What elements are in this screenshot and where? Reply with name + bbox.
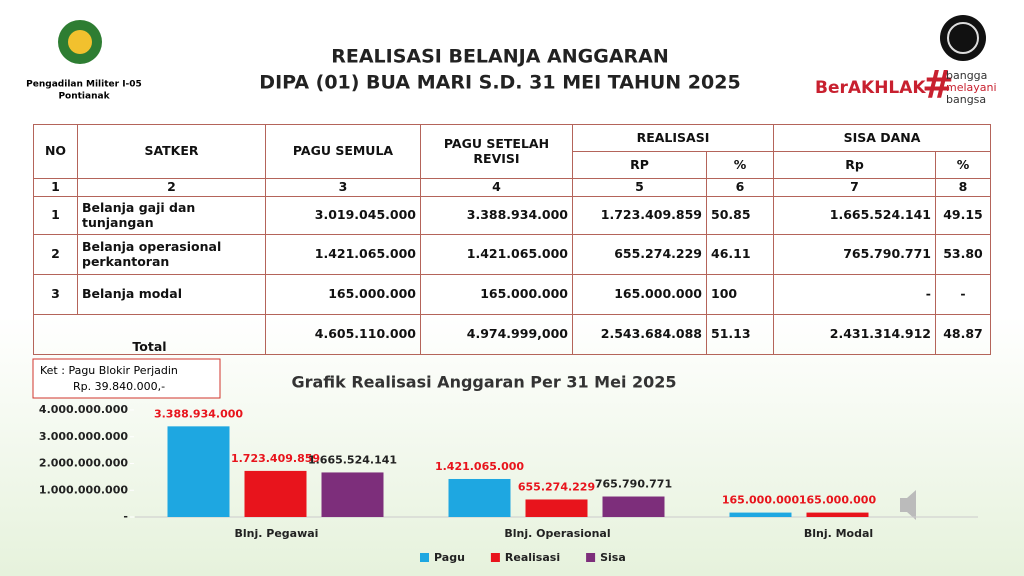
logo-right bbox=[940, 15, 986, 61]
header-cell: % bbox=[706, 151, 774, 179]
chart-title: Grafik Realisasi Anggaran Per 31 Mei 202… bbox=[291, 373, 676, 392]
bar bbox=[167, 426, 230, 517]
x-tick-label: Blnj. Pegawai bbox=[235, 527, 319, 540]
table-cell: - bbox=[935, 274, 991, 315]
table-cell: 1.421.065.000 bbox=[420, 234, 573, 275]
table-cell: 2 bbox=[33, 234, 78, 275]
y-tick-label: 3.000.000.000 bbox=[39, 430, 128, 443]
table-cell: Belanja modal bbox=[77, 274, 266, 315]
column-number: 8 bbox=[935, 178, 991, 197]
header-cell: RP bbox=[572, 151, 707, 179]
bar bbox=[729, 512, 792, 517]
note-box bbox=[32, 358, 221, 399]
table-cell: 165.000.000 bbox=[572, 274, 707, 315]
table-cell: 1.723.409.859 bbox=[572, 196, 707, 235]
legend-swatch bbox=[490, 553, 500, 562]
y-tick-label: 1.000.000.000 bbox=[39, 483, 128, 496]
note-text: Ket : Pagu Blokir Perjadin bbox=[40, 364, 178, 377]
total-label: Total bbox=[33, 314, 266, 355]
x-tick-label: Blnj. Modal bbox=[804, 527, 873, 540]
org-city: Pontianak bbox=[58, 92, 110, 102]
brand: BerAKHLAK bbox=[815, 78, 926, 98]
table-cell: 46.11 bbox=[706, 234, 774, 275]
column-number: 4 bbox=[420, 178, 573, 197]
y-tick-label: 2.000.000.000 bbox=[39, 457, 128, 470]
note-text: Rp. 39.840.000,- bbox=[73, 380, 165, 393]
total-cell: 48.87 bbox=[935, 314, 991, 355]
header-cell: NO bbox=[33, 124, 78, 179]
data-label: 765.790.771 bbox=[595, 478, 672, 491]
brand-hash: # bbox=[922, 63, 954, 107]
data-label: 655.274.229 bbox=[518, 480, 595, 493]
header-cell: REALISASI bbox=[572, 124, 774, 152]
data-label: 165.000.000 bbox=[799, 494, 877, 507]
speaker-icon bbox=[900, 490, 916, 520]
data-label: 165.000.000 bbox=[722, 494, 800, 507]
bar bbox=[602, 496, 665, 517]
org-name: Pengadilan Militer I-05 bbox=[26, 80, 142, 90]
header-cell: PAGU SEMULA bbox=[265, 124, 421, 179]
bar bbox=[525, 499, 588, 517]
brand-tag: melayani bbox=[946, 81, 997, 94]
total-cell: 51.13 bbox=[706, 314, 774, 355]
header-cell: Rp bbox=[773, 151, 936, 179]
total-cell: 4.605.110.000 bbox=[265, 314, 421, 355]
table-cell: 165.000.000 bbox=[420, 274, 573, 315]
bar bbox=[806, 512, 869, 517]
legend-swatch bbox=[420, 553, 429, 562]
x-tick-label: Blnj. Operasional bbox=[504, 527, 610, 540]
table-cell: 53.80 bbox=[935, 234, 991, 275]
table-cell: Belanja operasional perkantoran bbox=[77, 234, 266, 275]
column-number: 5 bbox=[572, 178, 707, 197]
data-label: 1.723.409.859 bbox=[231, 452, 320, 465]
table-cell: 50.85 bbox=[706, 196, 774, 235]
data-label: 3.388.934.000 bbox=[154, 407, 243, 420]
bar bbox=[448, 478, 511, 517]
bar bbox=[244, 470, 307, 517]
y-tick-label: 4.000.000.000 bbox=[39, 403, 128, 416]
logo-left-inner bbox=[68, 30, 92, 54]
table-cell: 3 bbox=[33, 274, 78, 315]
table-cell: Belanja gaji dan tunjangan bbox=[77, 196, 266, 235]
header-cell: SATKER bbox=[77, 124, 266, 179]
title-line-2: DIPA (01) BUA MARI S.D. 31 MEI TAHUN 202… bbox=[259, 72, 740, 94]
table-cell: 1.665.524.141 bbox=[773, 196, 936, 235]
total-cell: 2.543.684.088 bbox=[572, 314, 707, 355]
table-cell: 165.000.000 bbox=[265, 274, 421, 315]
y-tick-label: - bbox=[123, 510, 128, 523]
total-cell: 4.974.999,000 bbox=[420, 314, 573, 355]
table-cell: 1.421.065.000 bbox=[265, 234, 421, 275]
legend-label: Sisa bbox=[600, 551, 626, 564]
column-number: 7 bbox=[773, 178, 936, 197]
table-cell: 3.019.045.000 bbox=[265, 196, 421, 235]
logo-right-ring bbox=[947, 22, 979, 54]
table-cell: 655.274.229 bbox=[572, 234, 707, 275]
column-number: 1 bbox=[33, 178, 78, 197]
header-cell: SISA DANA bbox=[773, 124, 991, 152]
table-cell: 49.15 bbox=[935, 196, 991, 235]
column-number: 6 bbox=[706, 178, 774, 197]
table-cell: 100 bbox=[706, 274, 774, 315]
table-cell: 765.790.771 bbox=[773, 234, 936, 275]
legend-label: Realisasi bbox=[505, 551, 560, 564]
column-number: 2 bbox=[77, 178, 266, 197]
column-number: 3 bbox=[265, 178, 421, 197]
header-cell: PAGU SETELAH REVISI bbox=[420, 124, 573, 179]
table-cell: 1 bbox=[33, 196, 78, 235]
legend-label: Pagu bbox=[434, 551, 465, 564]
data-label: 1.665.524.141 bbox=[308, 453, 397, 466]
bar bbox=[321, 472, 384, 517]
table-cell: - bbox=[773, 274, 936, 315]
title-line-1: REALISASI BELANJA ANGGARAN bbox=[331, 46, 669, 68]
data-label: 1.421.065.000 bbox=[435, 460, 524, 473]
legend-swatch bbox=[586, 553, 596, 562]
total-cell: 2.431.314.912 bbox=[773, 314, 936, 355]
table-cell: 3.388.934.000 bbox=[420, 196, 573, 235]
brand-tag: bangsa bbox=[946, 93, 986, 106]
header-cell: % bbox=[935, 151, 991, 179]
brand-tag: bangga bbox=[946, 69, 987, 82]
